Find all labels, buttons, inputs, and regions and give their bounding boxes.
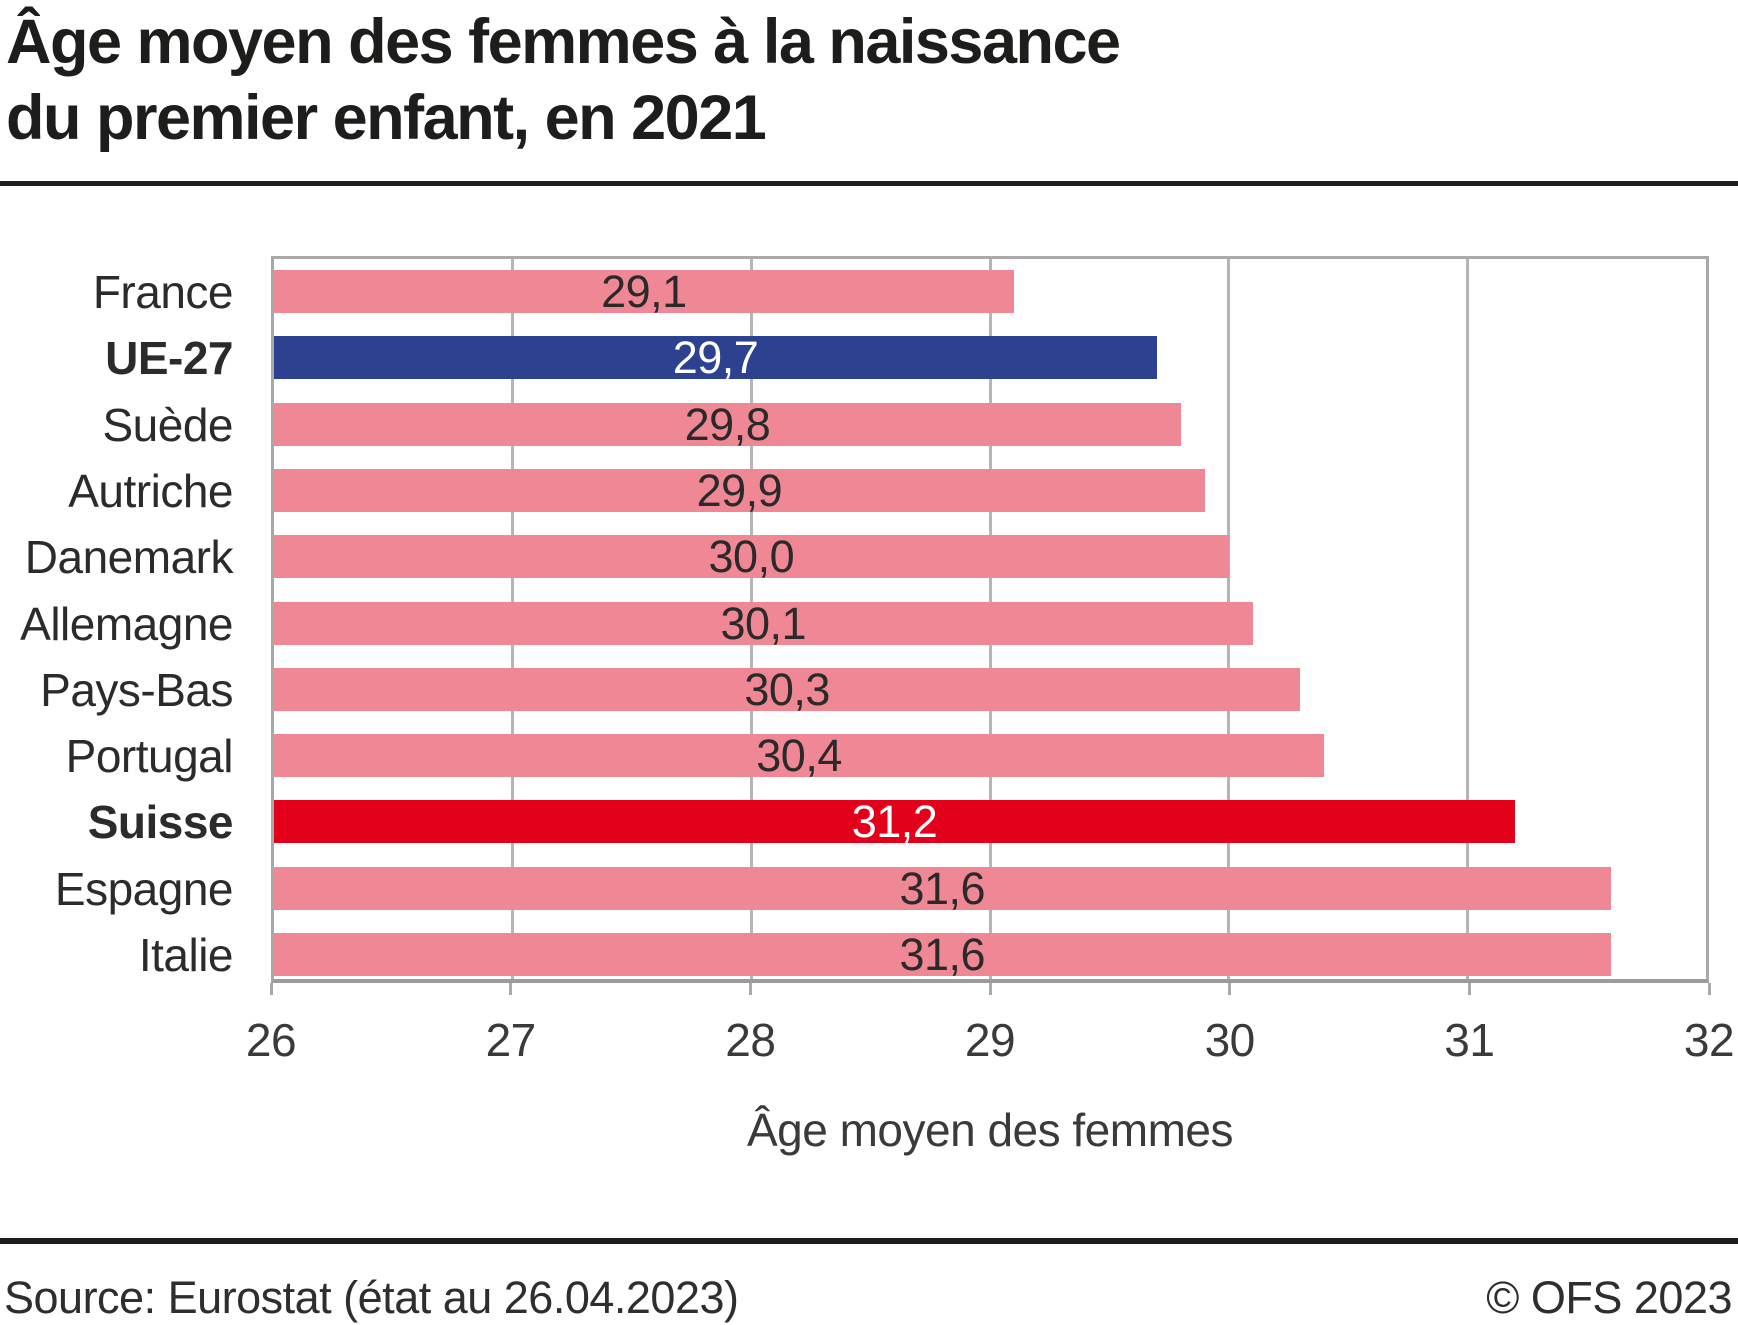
bar-ue-27: 29,7 <box>274 332 1158 384</box>
copyright-note: © OFS 2023 <box>1486 1272 1732 1323</box>
bar-value-label: 31,2 <box>851 796 938 848</box>
x-tick-label-26: 26 <box>245 1014 297 1066</box>
title-divider-rule <box>0 181 1738 186</box>
bar-value-label: 30,1 <box>720 597 807 649</box>
bar-portugal: 30,4 <box>274 730 1325 782</box>
x-tick-label-29: 29 <box>964 1014 1016 1066</box>
gridline-31 <box>1465 259 1469 979</box>
x-tick-30 <box>1228 983 1232 995</box>
category-label-pays-bas: Pays-Bas <box>40 663 233 716</box>
bar-espagne: 31,6 <box>274 862 1611 914</box>
bar-value-label: 31,6 <box>899 929 986 980</box>
x-tick-label-27: 27 <box>485 1014 537 1066</box>
x-tick-label-28: 28 <box>725 1014 776 1066</box>
bar-pays-bas: 30,3 <box>274 663 1301 715</box>
x-tick-32 <box>1707 983 1711 995</box>
x-tick-26 <box>269 983 273 995</box>
chart-title-line1: Âge moyen des femmes à la naissance <box>6 7 1121 77</box>
category-label-allemagne: Allemagne <box>20 597 233 650</box>
x-tick-label-31: 31 <box>1444 1014 1495 1066</box>
bar-value-label: 30,4 <box>756 730 842 782</box>
bar-france: 29,1 <box>274 266 1014 317</box>
bar-value-label: 29,7 <box>672 332 759 384</box>
bar-value-label: 29,8 <box>684 398 771 450</box>
category-label-portugal: Portugal <box>65 730 234 783</box>
chart-title: Âge moyen des femmes à la naissance du p… <box>6 4 1121 156</box>
x-tick-27 <box>509 983 513 995</box>
bar-suisse: 31,2 <box>274 796 1516 848</box>
category-label-espagne: Espagne <box>54 862 234 915</box>
category-label-autriche: Autriche <box>68 464 233 517</box>
bar-danemark: 30,0 <box>274 531 1229 583</box>
bar-value-label: 29,1 <box>601 266 687 317</box>
category-label-su-de: Suède <box>102 398 233 451</box>
category-label-suisse: Suisse <box>87 796 234 849</box>
bar-value-label: 29,9 <box>696 464 783 516</box>
x-tick-31 <box>1467 983 1471 995</box>
bar-italie: 31,6 <box>274 929 1611 980</box>
bar-value-label: 31,6 <box>899 862 986 914</box>
x-tick-28 <box>748 983 752 995</box>
x-axis-title: Âge moyen des femmes <box>746 1104 1234 1156</box>
category-label-danemark: Danemark <box>24 531 234 584</box>
bar-value-label: 30,0 <box>708 531 795 583</box>
bar-su-de: 29,8 <box>274 398 1181 450</box>
x-tick-label-30: 30 <box>1204 1014 1256 1066</box>
category-label-ue-27: UE-27 <box>105 332 233 385</box>
plot-area: 29,1 29,7 29,8 29,9 30,0 30,1 30,3 30,4 31,2 31,6… <box>271 256 1709 983</box>
chart-title-line2: du premier enfant, en 2021 <box>6 83 767 153</box>
bar-value-label: 30,3 <box>744 663 830 715</box>
footer-divider-rule <box>0 1238 1738 1244</box>
category-label-france: France <box>92 266 234 318</box>
bar-autriche: 29,9 <box>274 464 1205 516</box>
category-label-italie: Italie <box>138 929 234 981</box>
x-tick-29 <box>988 983 992 995</box>
bar-allemagne: 30,1 <box>274 597 1253 649</box>
source-note: Source: Eurostat (état au 26.04.2023) <box>4 1272 739 1323</box>
x-tick-label-32: 32 <box>1683 1014 1735 1066</box>
